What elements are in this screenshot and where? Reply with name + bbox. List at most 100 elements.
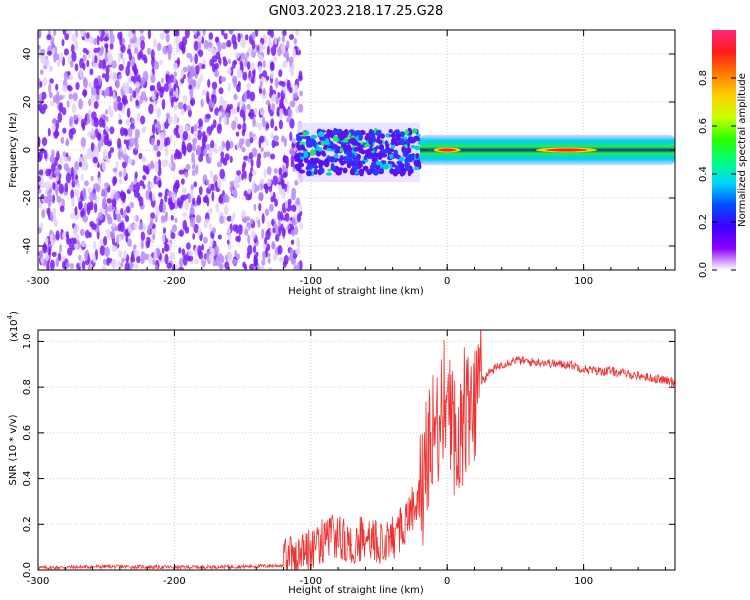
noise-speckle xyxy=(98,212,104,221)
noise-speckle xyxy=(89,68,94,76)
noise-speckle xyxy=(47,189,52,198)
scintillation-speckle xyxy=(333,153,339,159)
noise-speckle xyxy=(231,258,238,266)
noise-speckle xyxy=(288,34,295,40)
noise-speckle xyxy=(233,188,237,199)
snr-data-point xyxy=(501,363,503,365)
noise-speckle xyxy=(255,122,259,128)
noise-speckle xyxy=(265,99,270,106)
noise-speckle xyxy=(281,135,285,143)
noise-speckle xyxy=(92,192,97,201)
noise-speckle xyxy=(267,220,271,229)
noise-speckle xyxy=(103,90,107,99)
noise-speckle xyxy=(210,140,215,149)
noise-speckle xyxy=(277,46,282,57)
noise-speckle xyxy=(112,176,118,185)
noise-speckle xyxy=(214,36,220,43)
noise-speckle xyxy=(148,103,154,115)
noise-speckle xyxy=(51,251,57,257)
noise-speckle xyxy=(173,114,178,124)
noise-speckle xyxy=(290,192,296,201)
noise-speckle xyxy=(55,83,59,91)
noise-speckle xyxy=(206,91,210,102)
noise-speckle xyxy=(289,87,293,94)
noise-speckle xyxy=(259,106,265,116)
noise-speckle xyxy=(228,58,231,65)
noise-speckle xyxy=(259,178,265,185)
noise-speckle xyxy=(142,223,147,231)
scintillation-speckle xyxy=(299,169,306,174)
snr-data-point xyxy=(651,377,653,379)
noise-speckle xyxy=(200,73,204,83)
noise-speckle xyxy=(186,242,191,250)
noise-speckle xyxy=(274,77,279,89)
noise-speckle xyxy=(236,170,242,176)
noise-speckle xyxy=(124,215,130,223)
noise-speckle xyxy=(290,148,296,158)
x-tick-label: -200 xyxy=(163,576,186,587)
x-tick-label: -300 xyxy=(27,576,50,587)
scintillation-speckle xyxy=(309,148,316,156)
noise-speckle xyxy=(156,150,161,158)
noise-speckle xyxy=(203,147,208,157)
noise-speckle xyxy=(49,91,53,99)
snr-x-ticks: -300 -200 -100 0 100 xyxy=(27,330,666,587)
noise-speckle xyxy=(202,30,206,36)
noise-speckle xyxy=(164,253,169,265)
noise-speckle xyxy=(64,182,69,193)
noise-speckle xyxy=(219,168,225,180)
noise-speckle xyxy=(233,93,238,101)
noise-speckle xyxy=(279,108,284,117)
noise-speckle xyxy=(101,160,106,171)
noise-speckle xyxy=(253,203,257,211)
noise-speckle xyxy=(291,142,296,149)
noise-speckle xyxy=(50,36,54,48)
snr-data-point xyxy=(419,500,421,502)
y-tick-label: 0 xyxy=(22,147,33,153)
noise-speckle xyxy=(234,249,238,258)
noise-speckle xyxy=(51,163,56,173)
snr-data-point xyxy=(446,391,448,393)
noise-speckle xyxy=(65,137,69,147)
noise-speckle xyxy=(161,98,166,110)
noise-speckle xyxy=(223,32,228,40)
noise-speckle xyxy=(114,191,120,201)
noise-speckle xyxy=(133,244,137,250)
snr-y-ticks: 0.0 0.2 0.4 0.6 0.8 1.0 xyxy=(22,333,675,578)
scintillation-speckle xyxy=(324,138,330,145)
snr-panel: -300 -200 -100 0 100 0.0 0.2 0.4 0.6 0.8 1.0 Heig… xyxy=(6,311,676,596)
noise-speckle xyxy=(259,42,263,54)
noise-speckle xyxy=(290,100,296,108)
noise-speckle xyxy=(41,209,46,219)
noise-speckle xyxy=(164,83,170,92)
noise-speckle xyxy=(39,81,43,88)
noise-speckle xyxy=(44,253,50,262)
noise-speckle xyxy=(168,81,172,92)
noise-speckle xyxy=(79,228,85,236)
y-tick-label: 0.6 xyxy=(22,425,33,441)
scintillation-speckle xyxy=(302,131,307,137)
noise-speckle xyxy=(273,141,279,147)
noise-speckle xyxy=(116,95,122,103)
noise-speckle xyxy=(186,142,193,153)
noise-speckle xyxy=(226,239,230,245)
noise-speckle xyxy=(93,202,98,213)
x-tick-label: -100 xyxy=(299,576,322,587)
noise-speckle xyxy=(239,109,245,118)
noise-speckle xyxy=(229,103,233,110)
y-tick-label: 0.0 xyxy=(22,562,33,578)
scintillation-speckle xyxy=(351,141,358,146)
noise-speckle xyxy=(64,33,70,41)
x-tick-label: -100 xyxy=(299,276,322,287)
noise-speckle xyxy=(86,32,90,39)
noise-speckle xyxy=(90,175,94,181)
scintillation-speckle xyxy=(305,131,310,136)
noise-speckle xyxy=(268,203,274,213)
noise-speckle xyxy=(182,212,188,218)
snr-data-point xyxy=(405,523,407,525)
noise-speckle xyxy=(125,65,131,77)
noise-speckle xyxy=(182,66,188,73)
noise-speckle xyxy=(102,58,107,70)
scintillation-speckle xyxy=(394,165,401,172)
noise-speckle xyxy=(254,107,258,114)
